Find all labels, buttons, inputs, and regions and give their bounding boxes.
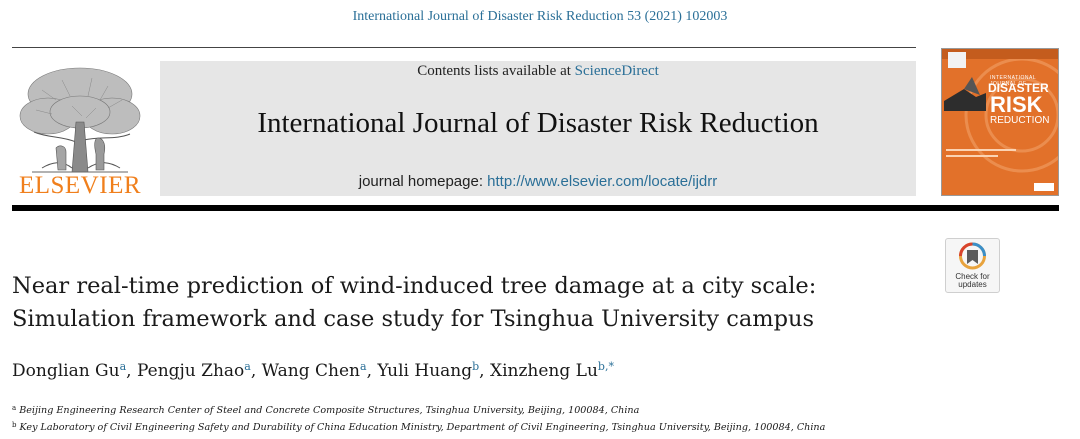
article-title-line-1: Near real-time prediction of wind-induce… [12,273,817,299]
cover-line-4: REDUCTION [990,115,1050,126]
cover-line-2: DISASTER [988,81,1049,95]
author[interactable]: Yuli Huangb [377,360,480,381]
masthead-rule [12,205,1059,211]
author-affiliation-marker[interactable]: a [119,360,127,373]
affiliation-b: b Key Laboratory of Civil Engineering Saf… [12,418,1072,435]
author-separator: , [366,361,378,381]
author-separator: , [479,361,490,381]
contents-line: Contents lists available at ScienceDirec… [160,63,916,80]
masthead: Contents lists available at ScienceDirec… [160,61,916,196]
affiliation-text: Beijing Engineering Research Center of S… [19,405,640,416]
author-name: Pengju Zhao [136,361,245,381]
author-affiliation-marker[interactable]: b,* [597,360,614,373]
affiliation-text: Key Laboratory of Civil Engineering Safe… [19,422,826,433]
check-for-updates-text: Check for updates [946,273,999,289]
author[interactable]: Pengju Zhaoa [136,360,251,381]
author[interactable]: Xinzheng Lub,* [489,360,614,381]
homepage-link[interactable]: http://www.elsevier.com/locate/ijdrr [487,173,718,190]
author-separator: , [126,361,137,381]
contents-prefix: Contents lists available at [417,63,575,79]
article-title: Near real-time prediction of wind-induce… [12,270,912,336]
affiliation-a: a Beijing Engineering Research Center of … [12,401,1072,418]
check-for-updates-icon [959,242,986,270]
check-for-updates-badge[interactable]: Check for updates [945,238,1000,293]
author-affiliation-marker[interactable]: a [360,360,367,373]
article-title-line-2: Simulation framework and case study for … [12,306,815,332]
elsevier-tree-logo-icon [19,67,141,173]
header-rule [12,47,916,48]
journal-reference[interactable]: International Journal of Disaster Risk R… [352,9,728,24]
author[interactable]: Wang Chena [261,360,367,381]
affiliations: a Beijing Engineering Research Center of … [12,401,1072,435]
author-name: Donglian Gu [12,361,120,381]
cover-line-3: RISK [990,92,1043,117]
badge-line-1: Check for [955,272,990,281]
homepage-line: journal homepage: http://www.elsevier.co… [160,173,916,190]
publisher-name[interactable]: ELSEVIER [18,172,142,199]
journal-cover[interactable]: INTERNATIONAL JOURNAL OF DISASTER RISK R… [941,48,1059,196]
author-list: Donglian Gua, Pengju Zhaoa, Wang Chena, … [12,360,614,381]
author-name: Wang Chen [261,361,361,381]
sciencedirect-link[interactable]: ScienceDirect [574,63,659,79]
badge-line-2: updates [958,280,987,289]
author-name: Yuli Huang [377,361,473,381]
author-affiliation-marker[interactable]: b [472,360,480,373]
author-affiliation-marker[interactable]: a [244,360,251,373]
homepage-prefix: journal homepage: [358,173,488,190]
author-separator: , [250,361,262,381]
affiliation-marker: a [12,404,17,412]
cover-art-icon [942,49,1058,195]
affiliation-marker: b [12,421,17,429]
journal-title: International Journal of Disaster Risk R… [257,107,819,139]
author-name: Xinzheng Lu [489,361,598,381]
author[interactable]: Donglian Gua [12,360,127,381]
cover-line-1: INTERNATIONAL JOURNAL OF [990,75,1036,87]
